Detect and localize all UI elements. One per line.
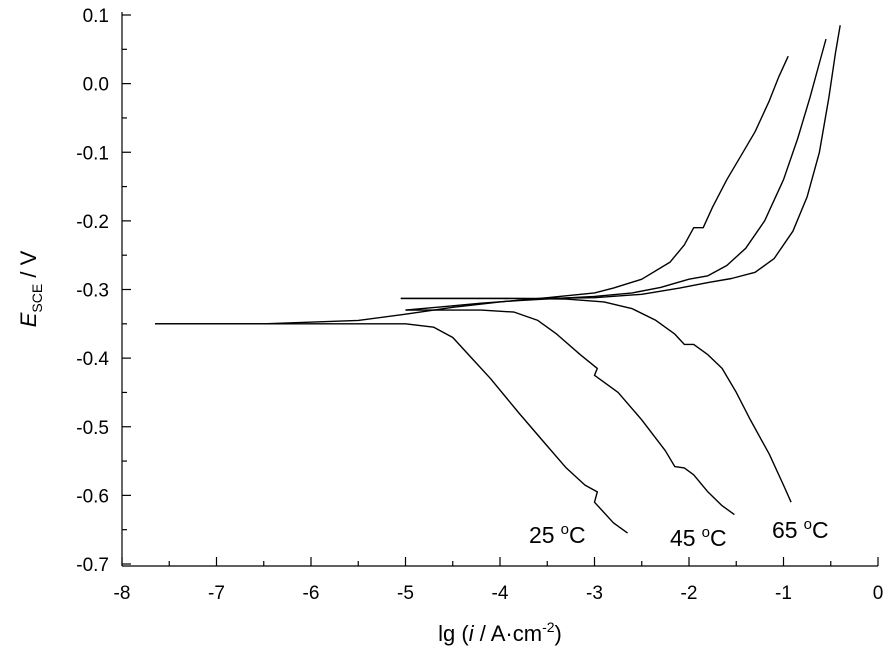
x-tick-label: -6	[303, 583, 320, 604]
series-1	[155, 55, 789, 534]
y-tick-label: -0.2	[76, 212, 109, 233]
x-tick-label: -5	[397, 583, 414, 604]
x-axis-title: lg (i / A·cm-2)	[438, 619, 562, 646]
y-tick-label: -0.5	[76, 418, 109, 439]
series-label-45c: 45 oC	[670, 524, 727, 551]
series-2	[405, 38, 827, 516]
cathodic-branch-line	[405, 309, 735, 516]
series-label-25c: 25 oC	[529, 521, 586, 548]
plot-frame	[121, 12, 878, 567]
cathodic-branch-line	[400, 297, 792, 503]
x-tick-label: -4	[492, 583, 509, 604]
y-tick-label: -0.6	[76, 486, 109, 507]
x-tick-label: -2	[681, 583, 698, 604]
y-tick-label: -0.7	[76, 555, 109, 576]
series-layer	[155, 25, 841, 534]
anodic-branch-line	[405, 38, 827, 311]
x-axis-ticks: -8 -7 -6 -5 -4 -3 -2 -1 0	[114, 557, 884, 604]
anodic-branch-line	[155, 55, 789, 325]
series-labels: 25 oC 45 oC 65 oC	[529, 516, 829, 551]
x-tick-label: -1	[775, 583, 792, 604]
y-tick-label: -0.3	[76, 281, 109, 302]
y-tick-label: -0.4	[76, 349, 109, 370]
y-axis-title: ESCE / V	[16, 250, 45, 327]
cathodic-branch-line	[155, 323, 629, 534]
anodic-branch-line	[400, 25, 841, 300]
y-tick-label: 0.1	[83, 6, 109, 27]
series-3	[400, 25, 841, 503]
y-tick-label: 0.0	[83, 75, 109, 96]
x-tick-label: -8	[114, 583, 131, 604]
x-tick-label: -3	[586, 583, 603, 604]
y-axis-ticks: -0.7 -0.6 -0.5 -0.4 -0.3 -0.2 -0.1 0.0 0.1	[76, 6, 131, 576]
y-tick-label: -0.1	[76, 143, 109, 164]
x-tick-label: -7	[208, 583, 225, 604]
x-tick-label: 0	[873, 583, 884, 604]
series-label-65c: 65 oC	[772, 516, 829, 543]
